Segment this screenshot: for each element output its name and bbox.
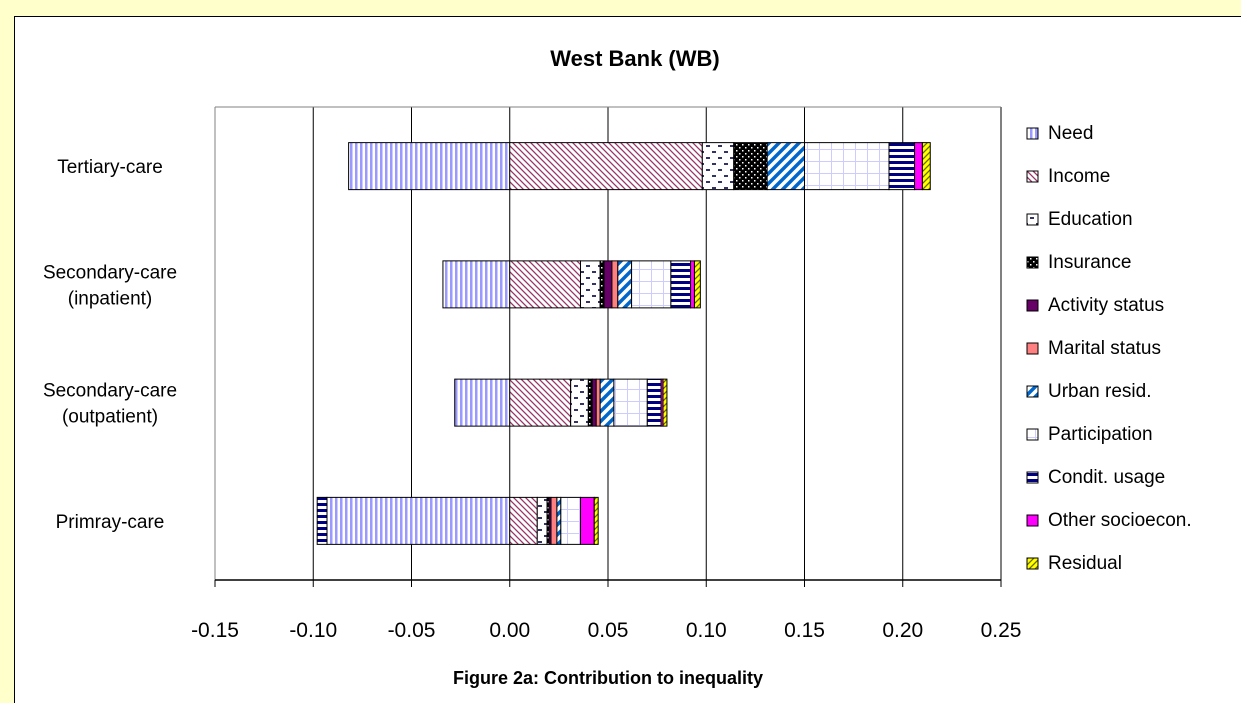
category-label: Secondary-care — [43, 262, 177, 283]
x-tick-label: -0.15 — [191, 619, 239, 642]
x-axis-label: Figure 2a: Contribution to inequality — [453, 668, 763, 688]
bar-group-secondary-care-inpatient — [442, 260, 701, 309]
legend-item-other-socioecon: Other socioecon. — [1026, 510, 1192, 531]
bar-segment-need — [454, 378, 511, 427]
legend-label: Income — [1048, 166, 1110, 187]
legend-label: Education — [1048, 209, 1133, 230]
legend-label: Insurance — [1048, 252, 1131, 273]
x-tick-label: 0.20 — [882, 619, 923, 642]
bar-segment-participation — [560, 496, 581, 545]
bar-segment-condit-usage — [670, 260, 692, 309]
bar-segment-activity-status — [603, 260, 613, 309]
bar-segment-urban-resid — [617, 260, 633, 309]
bar-segment-urban-resid — [766, 142, 805, 191]
bar-segment-participation — [804, 142, 890, 191]
x-tick-label: -0.05 — [388, 619, 436, 642]
legend-swatch — [1026, 299, 1039, 312]
legend-label: Other socioecon. — [1048, 510, 1192, 531]
bar-segment-need — [442, 260, 511, 309]
bar-segment-condit-usage — [888, 142, 916, 191]
bar-segment-participation — [613, 378, 648, 427]
bar-segment-insurance — [733, 142, 768, 191]
legend-swatch — [1026, 256, 1039, 269]
legend-item-urban-resid: Urban resid. — [1026, 381, 1152, 402]
bar-group-secondary-care-outpatient — [454, 378, 668, 427]
bar-segment-income — [509, 260, 581, 309]
category-label: Secondary-care — [43, 381, 177, 402]
bar-group-primray-care — [316, 496, 599, 545]
category-label: Primray-care — [56, 512, 165, 533]
bar-segment-insurance — [599, 260, 605, 309]
legend-label: Condit. usage — [1048, 467, 1165, 488]
x-tick-label: 0.25 — [981, 619, 1022, 642]
bar-segment-urban-resid — [556, 496, 562, 545]
legend-item-insurance: Insurance — [1026, 252, 1131, 273]
category-label: Tertiary-care — [57, 157, 163, 178]
bar-group-tertiary-care — [348, 142, 931, 191]
chart-title: West Bank (WB) — [550, 46, 720, 71]
legend-swatch — [1026, 557, 1039, 570]
bar-segment-other-socioecon — [690, 260, 695, 309]
bar-segment-education — [579, 260, 601, 309]
bar-segment-income — [509, 142, 703, 191]
legend-label: Activity status — [1048, 295, 1164, 316]
legend-swatch — [1026, 213, 1039, 226]
legend-item-condit-usage: Condit. usage — [1026, 467, 1165, 488]
bar-segment-education — [701, 142, 735, 191]
x-tick-label: -0.10 — [289, 619, 337, 642]
legend-label: Need — [1048, 123, 1093, 144]
bar-segment-participation — [631, 260, 672, 309]
legend-swatch — [1026, 471, 1039, 484]
chart-frame: West Bank (WB) Tertiary-care Secondary-ca… — [14, 16, 1241, 703]
bar-segment-marital-status — [595, 378, 601, 427]
bar-segment-condit-usage — [316, 496, 328, 545]
bar-segment-education — [536, 496, 548, 545]
bar-segment-residual — [662, 378, 668, 427]
legend-item-participation: Participation — [1026, 424, 1153, 445]
x-axis-ticks: -0.15 -0.10 -0.05 0.00 0.05 0.10 0.15 0.20 0.25 — [191, 580, 1021, 642]
bar-segment-marital-status — [550, 496, 558, 545]
category-label: (inpatient) — [68, 288, 153, 309]
category-label: (outpatient) — [62, 407, 158, 428]
legend-swatch — [1026, 428, 1039, 441]
bar-segment-other-socioecon — [914, 142, 923, 191]
legend-item-marital-status: Marital status — [1026, 338, 1161, 359]
stacked-bar-chart: West Bank (WB) Tertiary-care Secondary-ca… — [43, 46, 1192, 688]
legend-swatch — [1026, 170, 1039, 183]
legend-item-activity-status: Activity status — [1026, 295, 1164, 316]
legend-item-need: Need — [1026, 123, 1093, 144]
bar-segment-need — [326, 496, 511, 545]
legend-item-education: Education — [1026, 209, 1133, 230]
bar-segment-other-socioecon — [579, 496, 595, 545]
legend-swatch — [1026, 127, 1039, 140]
x-tick-label: 0.00 — [489, 619, 530, 642]
bar-segment-residual — [921, 142, 931, 191]
bar-segment-condit-usage — [646, 378, 662, 427]
bar-segment-residual — [593, 496, 599, 545]
legend-item-income: Income — [1026, 166, 1110, 187]
bar-segment-activity-status — [591, 378, 597, 427]
legend-swatch — [1026, 342, 1039, 355]
legend-label: Participation — [1048, 424, 1153, 445]
legend-item-residual: Residual — [1026, 553, 1122, 574]
plot-area: Tertiary-care Secondary-care (inpatient) Se… — [43, 106, 1002, 581]
bar-segment-income — [509, 496, 538, 545]
bar-segment-education — [570, 378, 589, 427]
legend-label: Urban resid. — [1048, 381, 1152, 402]
legend-swatch — [1026, 514, 1039, 527]
x-tick-label: 0.05 — [588, 619, 629, 642]
bar-segment-residual — [693, 260, 701, 309]
bar-segment-insurance — [587, 378, 593, 427]
legend: Need Income Education Insurance Activity sta… — [1026, 123, 1192, 574]
x-tick-label: 0.10 — [686, 619, 727, 642]
legend-label: Marital status — [1048, 338, 1161, 359]
legend-label: Residual — [1048, 553, 1122, 574]
bar-segment-need — [348, 142, 511, 191]
legend-swatch — [1026, 385, 1039, 398]
bar-segment-income — [509, 378, 572, 427]
bar-segment-marital-status — [611, 260, 619, 309]
bar-segment-urban-resid — [599, 378, 615, 427]
x-tick-label: 0.15 — [784, 619, 825, 642]
